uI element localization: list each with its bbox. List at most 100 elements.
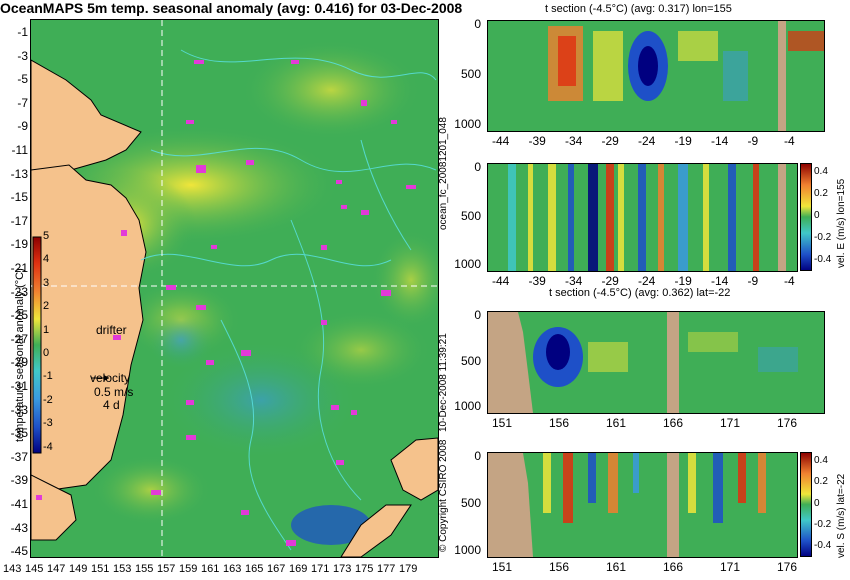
lat-tick: -31 xyxy=(10,379,28,393)
anomaly-map xyxy=(30,19,439,558)
panel-y-tick: 500 xyxy=(460,208,481,223)
lat-tick: -41 xyxy=(10,497,28,511)
map-colorbar-tick: -2 xyxy=(43,393,53,406)
drifter-markers xyxy=(36,60,416,546)
land-masses xyxy=(31,59,438,557)
panel-x-tick: 161 xyxy=(606,416,627,430)
panel-y-tick: 500 xyxy=(460,353,481,368)
lon-tick: 163 xyxy=(223,563,242,575)
map-colorbar-tick: -3 xyxy=(43,417,53,430)
lon-tick: 157 xyxy=(157,563,176,575)
map-canvas xyxy=(31,20,438,557)
vel-colorbar-tick: -0.2 xyxy=(814,518,832,530)
vel-colorbar-tick: 0 xyxy=(814,497,820,509)
panel-x-tick: -44 xyxy=(492,134,510,148)
panel-y-tick: 0 xyxy=(474,449,481,463)
lat-tick: -17 xyxy=(10,213,28,228)
lat-tick: -27 xyxy=(10,331,28,346)
vel-e-lon-plot xyxy=(488,164,797,271)
lon-tick: 177 xyxy=(377,563,396,575)
lon-tick: 169 xyxy=(289,563,308,575)
vel-e-colorbar xyxy=(800,163,812,271)
vel-e-lon-panel xyxy=(487,163,798,272)
lon-tick: 165 xyxy=(245,563,264,575)
panel-x-tick: -29 xyxy=(601,134,619,148)
panel-x-tick: 151 xyxy=(492,416,513,430)
map-colorbar-tick: 5 xyxy=(43,230,50,242)
panel-x-tick: -4 xyxy=(784,134,795,148)
map-colorbar-tick: -4 xyxy=(43,440,53,453)
copyright: © Copyright CSIRO 2008 xyxy=(438,439,449,552)
depth-contours xyxy=(140,49,437,551)
drifter-legend-marker xyxy=(113,335,121,340)
lat-tick: -13 xyxy=(10,166,28,181)
panel-y-tick: 1000 xyxy=(454,399,481,413)
vel-colorbar-tick: 0 xyxy=(814,210,820,221)
panel-x-tick: -19 xyxy=(674,134,692,148)
lat-tick: -45 xyxy=(10,544,28,559)
panel-x-tick: 176 xyxy=(777,416,798,430)
panel-x-tick: -39 xyxy=(528,134,546,148)
panel-x-tick: 176 xyxy=(777,560,798,574)
panel-y-tick: 0 xyxy=(474,308,481,322)
panel-y-tick: 1000 xyxy=(454,257,481,271)
lat-tick: -39 xyxy=(10,473,28,488)
panel-x-tick: -24 xyxy=(638,274,656,288)
panel-x-tick: -19 xyxy=(674,274,692,288)
vel-colorbar-tick: 0.2 xyxy=(814,476,828,488)
map-colorbar-tick: 3 xyxy=(43,276,50,289)
vel-colorbar-tick: 0.4 xyxy=(814,166,828,177)
vel-e-colorbar-label: vel. E (m/s) lon=155 xyxy=(836,178,847,268)
lon-tick: 145 xyxy=(25,563,44,575)
lon-tick: 149 xyxy=(69,563,88,575)
lon-tick: 147 xyxy=(47,563,66,575)
lon-tick: 175 xyxy=(355,563,374,575)
panel-x-tick: 151 xyxy=(492,560,513,574)
map-colorbar-tick: 4 xyxy=(43,253,50,266)
lon-tick: 161 xyxy=(201,563,220,575)
panel-x-tick: 166 xyxy=(663,560,684,574)
lat-tick: -9 xyxy=(17,119,28,134)
lat-tick: -23 xyxy=(10,284,28,299)
lat-tick: -33 xyxy=(10,402,28,417)
panel-y-tick: 0 xyxy=(474,17,481,31)
lat-tick: -1 xyxy=(17,25,28,39)
map-title: OceanMAPS 5m temp. seasonal anomaly (avg… xyxy=(0,0,463,16)
panel-x-tick: -14 xyxy=(711,274,729,288)
panel-x-tick: -24 xyxy=(638,134,656,148)
vel-s-colorbar-label: vel. S (m/s) lat=-22 xyxy=(836,473,847,558)
panel-x-tick: -9 xyxy=(747,274,759,288)
run-id: ocean_fc_20081201_048 xyxy=(438,117,449,230)
lat-tick: -11 xyxy=(11,143,28,157)
vel-s-lat-panel xyxy=(487,452,798,558)
vel-colorbar-tick: -0.4 xyxy=(814,540,832,551)
lon-tick: 153 xyxy=(113,563,132,575)
panel-x-tick: -34 xyxy=(565,134,583,148)
panel-x-tick: 156 xyxy=(549,416,570,430)
panel-3-title: t section (-4.5°C) (avg: 0.362) lat=-22 xyxy=(549,287,731,299)
panel-x-tick: -29 xyxy=(601,274,619,288)
lon-tick: 173 xyxy=(333,563,352,575)
velocity-days: 4 d xyxy=(103,398,120,412)
velocity-speed: 0.5 m/s xyxy=(94,385,134,399)
lon-tick: 159 xyxy=(179,563,198,575)
lat-tick: -29 xyxy=(10,355,28,370)
panel-x-tick: 171 xyxy=(720,560,741,574)
lon-tick: 151 xyxy=(91,563,110,575)
vel-colorbar-tick: -0.2 xyxy=(814,232,832,243)
drifter-label: drifter xyxy=(96,323,127,337)
lat-tick: -15 xyxy=(10,190,28,205)
panel-y-tick: 1000 xyxy=(454,543,481,557)
panel-y-tick: 0 xyxy=(474,160,481,174)
vel-s-colorbar xyxy=(800,452,812,557)
lat-tick: -21 xyxy=(10,261,28,275)
lon-tick: 179 xyxy=(399,563,418,575)
vel-colorbar-tick: 0.4 xyxy=(814,455,828,466)
panel-x-tick: 171 xyxy=(720,416,741,430)
panel-x-tick: 156 xyxy=(549,560,570,574)
map-colorbar-tick: -1 xyxy=(43,370,53,383)
t-section-lon-panel xyxy=(487,20,825,132)
lat-tick: -3 xyxy=(17,48,28,63)
lon-tick: 155 xyxy=(135,563,154,575)
panel-x-tick: 166 xyxy=(663,416,684,430)
